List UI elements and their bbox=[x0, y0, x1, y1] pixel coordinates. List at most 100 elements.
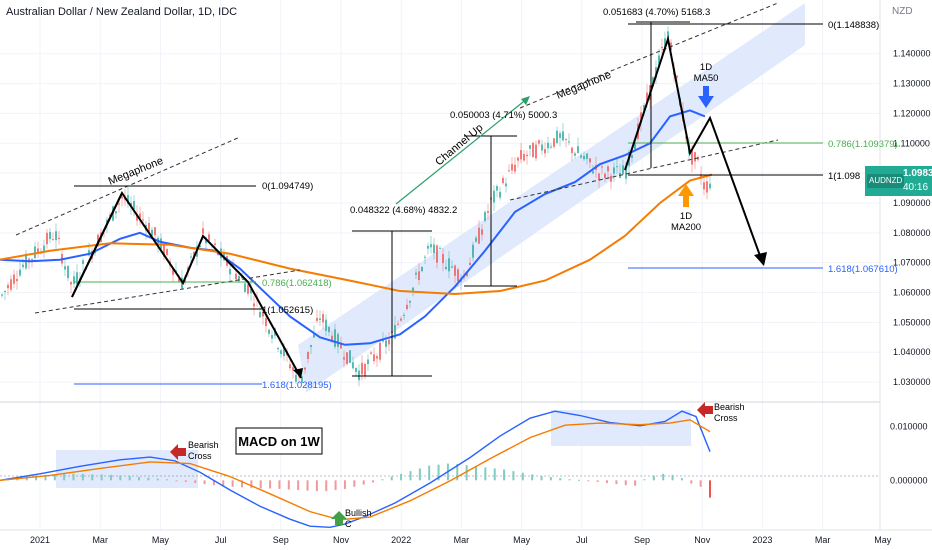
candle-body bbox=[322, 314, 324, 323]
macd-histogram-bar bbox=[44, 474, 47, 481]
candle-body bbox=[484, 212, 486, 221]
macd-histogram-bar bbox=[72, 473, 75, 481]
candle-body bbox=[166, 249, 168, 255]
candle-body bbox=[313, 332, 315, 338]
candle-body bbox=[241, 276, 243, 279]
price-tick-label: 1.050000 bbox=[893, 317, 931, 327]
candle-body bbox=[598, 173, 600, 180]
candle-body bbox=[319, 318, 321, 320]
candle-body bbox=[442, 254, 444, 264]
candle-body bbox=[481, 229, 483, 235]
macd-histogram-bar bbox=[540, 475, 543, 481]
price-tag-countdown: 40:16 bbox=[903, 182, 929, 193]
macd-histogram-bar bbox=[184, 480, 187, 482]
time-tick-label: Mar bbox=[92, 535, 108, 545]
price-tick-label: 1.080000 bbox=[893, 228, 931, 238]
candle-body bbox=[154, 227, 156, 236]
candle-body bbox=[511, 164, 513, 171]
megaphone-right-upper bbox=[519, 2, 779, 109]
arrow-down-icon bbox=[698, 86, 714, 108]
bearish-left-line1: Bearish bbox=[188, 440, 219, 450]
candle-body bbox=[472, 244, 474, 258]
macd-layer bbox=[0, 410, 711, 529]
candle-body bbox=[115, 211, 117, 214]
candle-body bbox=[559, 133, 561, 138]
macd-histogram-bar bbox=[175, 480, 178, 482]
time-tick-label: Sep bbox=[634, 535, 650, 545]
candle-body bbox=[349, 350, 351, 363]
candle-body bbox=[163, 245, 165, 257]
candle-body bbox=[157, 237, 159, 247]
price-axis-ticks: 1.1400001.1300001.1200001.1100001.100000… bbox=[890, 49, 931, 486]
macd-histogram-bar bbox=[128, 475, 131, 481]
candle-body bbox=[469, 262, 471, 266]
macd-range-box-left bbox=[56, 450, 198, 488]
candle-body bbox=[565, 138, 567, 140]
macd-histogram-bar bbox=[503, 469, 506, 481]
candle-body bbox=[214, 243, 216, 245]
candle-body bbox=[88, 250, 90, 256]
macd-histogram-bar bbox=[428, 465, 431, 481]
time-tick-label: Nov bbox=[333, 535, 350, 545]
candle-body bbox=[304, 367, 306, 370]
time-tick-label: Sep bbox=[273, 535, 289, 545]
candle-body bbox=[346, 352, 348, 364]
fib-right-0-label: 0(1.148838) bbox=[828, 20, 879, 31]
macd-histogram-bar bbox=[512, 471, 515, 481]
candle-body bbox=[406, 304, 408, 310]
candle-body bbox=[301, 376, 303, 383]
candle-body bbox=[664, 38, 666, 50]
ma50-label-line1: 1D bbox=[700, 62, 712, 73]
candle-body bbox=[316, 317, 318, 321]
candle-body bbox=[586, 153, 588, 159]
macd-histogram-bar bbox=[362, 480, 365, 485]
arrow-up-icon bbox=[678, 184, 694, 207]
candle-body bbox=[379, 342, 381, 360]
candle-body bbox=[400, 318, 402, 321]
candle-body bbox=[667, 31, 669, 40]
candle-body bbox=[550, 146, 552, 148]
candle-body bbox=[4, 290, 6, 293]
candle-body bbox=[31, 259, 33, 261]
candle-body bbox=[16, 278, 18, 282]
candle-body bbox=[424, 256, 426, 258]
candle-body bbox=[376, 356, 378, 359]
currency-label: NZD bbox=[892, 6, 913, 17]
macd-histogram-bar bbox=[662, 473, 665, 481]
candle-body bbox=[280, 350, 282, 355]
chart-title: Australian Dollar / New Zealand Dollar, … bbox=[6, 6, 238, 18]
candle-body bbox=[331, 335, 333, 341]
macd-histogram-bar bbox=[652, 475, 655, 481]
macd-histogram-bar bbox=[91, 474, 94, 481]
candle-body bbox=[658, 55, 660, 65]
macd-histogram-bar bbox=[624, 480, 627, 486]
arrow-left-icon bbox=[697, 402, 713, 418]
channel-up-arrowhead bbox=[521, 96, 530, 105]
candle-body bbox=[397, 323, 399, 325]
candle-body bbox=[337, 334, 339, 347]
candle-body bbox=[613, 167, 615, 174]
candle-body bbox=[142, 219, 144, 221]
arrow-left-icon bbox=[170, 444, 186, 460]
candle-body bbox=[262, 311, 264, 317]
macd-histogram-bar bbox=[409, 471, 412, 481]
candle-body bbox=[403, 314, 405, 316]
candle-body bbox=[34, 246, 36, 258]
macd-label: MACD on 1W bbox=[238, 434, 320, 449]
candle-body bbox=[22, 264, 24, 268]
macd-label-box bbox=[235, 427, 323, 455]
candle-body bbox=[556, 130, 558, 143]
macd-histogram-bar bbox=[418, 468, 421, 481]
candle-body bbox=[253, 303, 255, 307]
macd-histogram-bar bbox=[306, 480, 309, 491]
candle-body bbox=[709, 183, 711, 189]
candle-body bbox=[247, 284, 249, 294]
zigzag-left-arrowhead bbox=[293, 368, 303, 378]
candle-body bbox=[508, 170, 510, 172]
candle-body bbox=[121, 196, 123, 199]
candle-body bbox=[10, 279, 12, 290]
candle-body bbox=[457, 269, 459, 282]
candle-body bbox=[505, 183, 507, 187]
macd-histogram-bar bbox=[287, 480, 290, 490]
candle-body bbox=[661, 46, 663, 49]
